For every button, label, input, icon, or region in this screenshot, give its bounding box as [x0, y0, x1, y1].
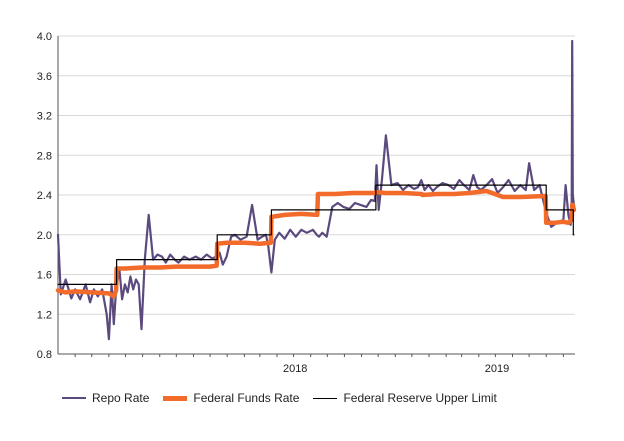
legend-swatch [62, 397, 86, 399]
legend-item: Federal Funds Rate [163, 391, 299, 405]
x-tick-label: 2019 [485, 363, 509, 375]
legend-item: Federal Reserve Upper Limit [313, 391, 497, 405]
legend-label: Federal Funds Rate [193, 391, 300, 405]
legend-swatch [163, 395, 188, 401]
series-line-federal-reserve-upper-limit [57, 184, 575, 285]
y-tick-label: 4.0 [37, 31, 52, 43]
series-line-repo-rate [56, 39, 575, 341]
y-tick-label: 1.2 [37, 309, 52, 321]
series-layer [55, 39, 577, 341]
y-tick-label: 3.2 [37, 111, 52, 123]
x-axis-ticks: 2018 2019 [74, 354, 564, 375]
y-tick-label: 1.6 [37, 270, 52, 282]
x-tick-label: 2018 [283, 363, 307, 375]
legend-swatch [313, 397, 338, 399]
y-tick-label: 2.0 [37, 230, 52, 242]
y-tick-label: 2.8 [37, 150, 52, 162]
y-tick-label: 0.8 [37, 349, 52, 361]
y-tick-label: 2.4 [37, 190, 52, 202]
axes [57, 36, 575, 355]
y-tick-label: 3.6 [37, 71, 52, 83]
y-axis-ticks: 0.8 1.2 1.6 2.0 2.4 2.8 3.2 3.6 4.0 [37, 31, 52, 361]
legend-label: Federal Reserve Upper Limit [343, 391, 497, 405]
legend-item: Repo Rate [62, 391, 149, 405]
legend: Repo Rate Federal Funds Rate Federal Reser… [62, 388, 511, 408]
legend-label: Repo Rate [92, 391, 150, 405]
